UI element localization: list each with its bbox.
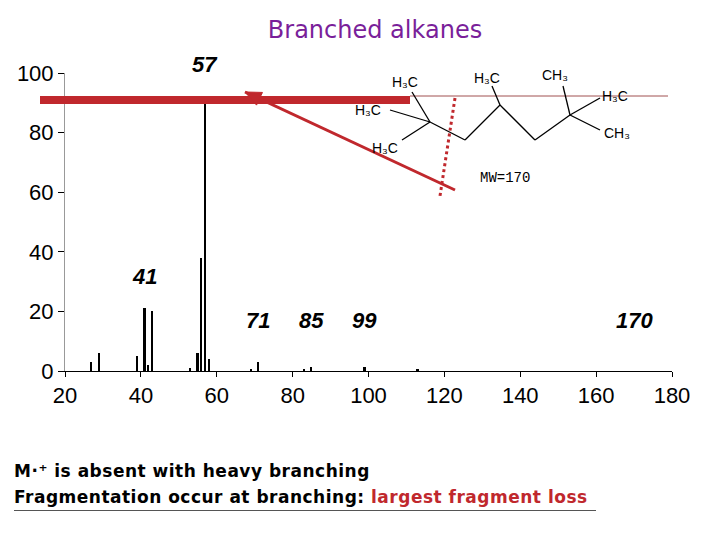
- svg-text:60: 60: [29, 180, 53, 205]
- svg-text:57: 57: [192, 52, 218, 77]
- svg-text:60: 60: [205, 383, 229, 408]
- svg-text:100: 100: [17, 61, 54, 86]
- svg-text:Branched alkanes: Branched alkanes: [268, 16, 482, 44]
- svg-text:71: 71: [246, 308, 270, 333]
- svg-text:MW=170: MW=170: [480, 170, 530, 186]
- svg-text:85: 85: [299, 308, 324, 333]
- svg-text:0: 0: [41, 359, 53, 384]
- svg-text:20: 20: [53, 383, 77, 408]
- svg-text:120: 120: [426, 383, 463, 408]
- html-text:M·⁺ is absent with heavy branc: M·⁺ is absent with heavy branching: [14, 461, 370, 481]
- svg-text:180: 180: [654, 383, 691, 408]
- svg-text:H₃C: H₃C: [474, 70, 500, 86]
- svg-text:40: 40: [29, 240, 53, 265]
- svg-text:H₃C: H₃C: [392, 74, 418, 90]
- svg-text:100: 100: [350, 383, 387, 408]
- svg-text:41: 41: [132, 264, 157, 289]
- svg-text:99: 99: [352, 308, 377, 333]
- svg-text:80: 80: [29, 120, 53, 145]
- svg-text:160: 160: [578, 383, 615, 408]
- svg-text:CH₃: CH₃: [542, 67, 568, 83]
- svg-text:H₃C: H₃C: [372, 140, 398, 156]
- svg-text:H₃C: H₃C: [602, 88, 628, 104]
- svg-text:80: 80: [280, 383, 304, 408]
- html-text:Fragmentation occur at branchi: Fragmentation occur at branching: larges…: [14, 487, 588, 507]
- svg-text:H₃C: H₃C: [355, 102, 381, 118]
- svg-text:140: 140: [502, 383, 539, 408]
- svg-text:40: 40: [129, 383, 153, 408]
- svg-text:CH₃: CH₃: [604, 125, 630, 141]
- svg-text:20: 20: [29, 299, 53, 324]
- svg-text:170: 170: [616, 308, 653, 333]
